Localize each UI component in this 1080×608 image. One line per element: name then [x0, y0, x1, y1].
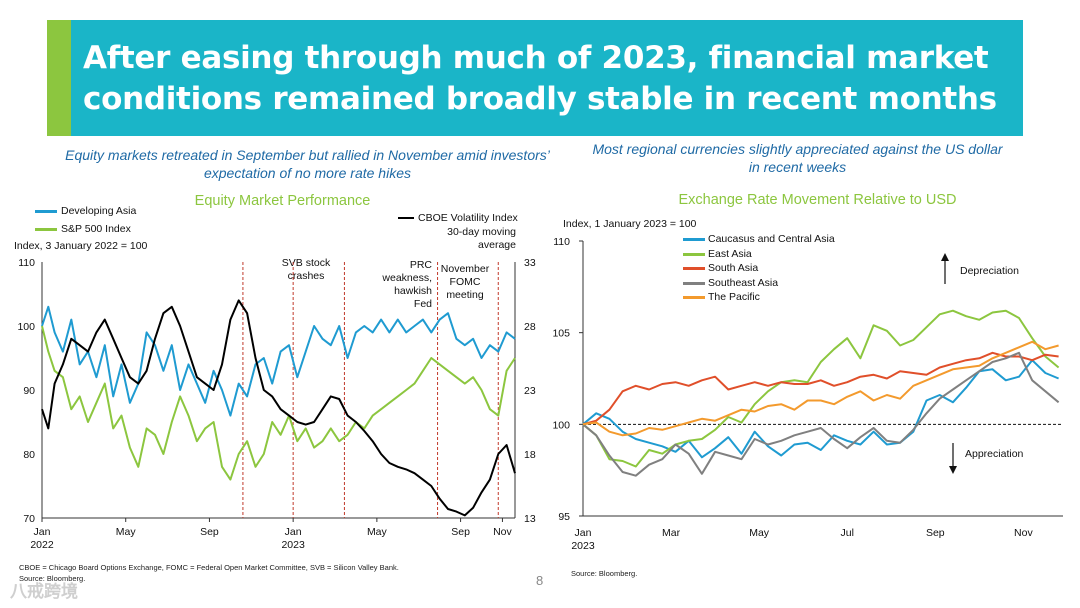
x-tick-label: May [116, 526, 137, 538]
x-tick-label: Sep [926, 527, 945, 539]
x-tick-label: May [367, 526, 388, 538]
legend-item-east-asia: East Asia [683, 248, 752, 260]
title-accent-bar [47, 20, 71, 136]
title-band: After easing through much of 2023, finan… [47, 20, 1023, 136]
depreciation-arrowhead [941, 253, 949, 261]
y-tick-label: 100 [17, 321, 35, 333]
left-source: Source: Bloomberg. [19, 574, 86, 583]
annotation-fomc: November FOMC meeting [440, 263, 490, 301]
y-tick-label: 90 [23, 385, 35, 397]
x-tick-label: Mar [662, 527, 681, 539]
legend-label: The Pacific [708, 291, 760, 303]
legend-item-sp500: S&P 500 Index [35, 223, 131, 235]
x-tick-label: 2023 [571, 540, 595, 552]
legend-label: Caucasus and Central Asia [708, 233, 835, 245]
legend-swatch [398, 217, 414, 219]
legend-swatch [683, 295, 705, 299]
legend-label: South Asia [708, 262, 759, 274]
watermark: 八戒跨境 [10, 582, 78, 601]
legend-label: S&P 500 Index [61, 223, 131, 235]
left-axis-note: Index, 3 January 2022 = 100 [14, 240, 148, 252]
x-tick-label: Sep [200, 526, 219, 538]
legend-item-southeast-asia: Southeast Asia [683, 277, 778, 289]
left-subtitle: Equity markets retreated in September bu… [65, 147, 550, 181]
legend-swatch [683, 281, 705, 285]
legend-item-pacific: The Pacific [683, 291, 760, 303]
y-tick-label: 70 [23, 513, 35, 525]
right-source: Source: Bloomberg. [571, 569, 638, 578]
legend-swatch [683, 252, 705, 256]
legend-label: Developing Asia [61, 205, 137, 217]
legend-item-south-asia: South Asia [683, 262, 758, 274]
x-tick-label: May [749, 527, 770, 539]
x-tick-label: 2023 [281, 539, 305, 551]
y-tick-label: 105 [552, 328, 570, 340]
y-tick-label: 110 [18, 257, 35, 269]
legend-swatch [35, 227, 57, 231]
series-line [582, 340, 1059, 437]
series-line [582, 309, 1060, 468]
series-line [41, 305, 516, 417]
x-tick-label: Jan [285, 526, 302, 538]
y-tick-label: 95 [558, 511, 570, 523]
y2-tick-label: 23 [524, 385, 536, 397]
y2-tick-label: 28 [524, 321, 536, 333]
x-tick-label: Nov [493, 526, 512, 538]
cboe-sublabel: 30-day moving average [447, 226, 516, 251]
legend-swatch [35, 209, 57, 213]
y2-tick-label: 18 [524, 449, 536, 461]
page-number: 8 [536, 573, 544, 588]
legend-item-cboe: CBOE Volatility Index [398, 212, 518, 224]
y-tick-label: 80 [23, 449, 35, 461]
right-subtitle: Most regional currencies slightly apprec… [592, 141, 1003, 175]
right-chart-title: Exchange Rate Movement Relative to USD [678, 192, 957, 208]
series-line [582, 359, 1059, 459]
series-line [41, 299, 516, 517]
legend-item-caucasus: Caucasus and Central Asia [683, 233, 835, 245]
left-footnote: CBOE = Chicago Board Options Exchange, F… [19, 563, 399, 572]
legend-label: East Asia [708, 248, 752, 260]
series-line [582, 351, 1060, 477]
legend-label: CBOE Volatility Index [418, 212, 518, 224]
series-line [41, 325, 516, 481]
x-tick-label: 2022 [30, 539, 54, 551]
legend-label: Southeast Asia [708, 277, 779, 289]
annotation-prc: PRC weakness, hawkish Fed [382, 259, 432, 310]
page-title: After easing through much of 2023, finan… [83, 40, 997, 117]
x-tick-label: Jan [575, 527, 592, 539]
x-tick-label: Jan [34, 526, 51, 538]
y2-tick-label: 13 [524, 513, 536, 525]
x-tick-label: Sep [451, 526, 470, 538]
y-tick-label: 110 [553, 236, 570, 248]
depreciation-label: Depreciation [960, 265, 1019, 277]
legend-item-developing-asia: Developing Asia [35, 205, 136, 217]
y-tick-label: 100 [552, 419, 570, 431]
legend-swatch [683, 266, 705, 270]
x-tick-label: Nov [1014, 527, 1033, 539]
legend-swatch [683, 237, 705, 241]
series-line [582, 351, 1059, 426]
left-chart-title: Equity Market Performance [194, 193, 371, 209]
appreciation-arrowhead [949, 466, 957, 474]
y2-tick-label: 33 [524, 257, 536, 269]
right-axis-note: Index, 1 January 2023 = 100 [563, 218, 697, 230]
x-tick-label: Jul [841, 527, 854, 539]
appreciation-label: Appreciation [965, 448, 1024, 460]
annotation-svb: SVB stock crashes [281, 257, 331, 282]
